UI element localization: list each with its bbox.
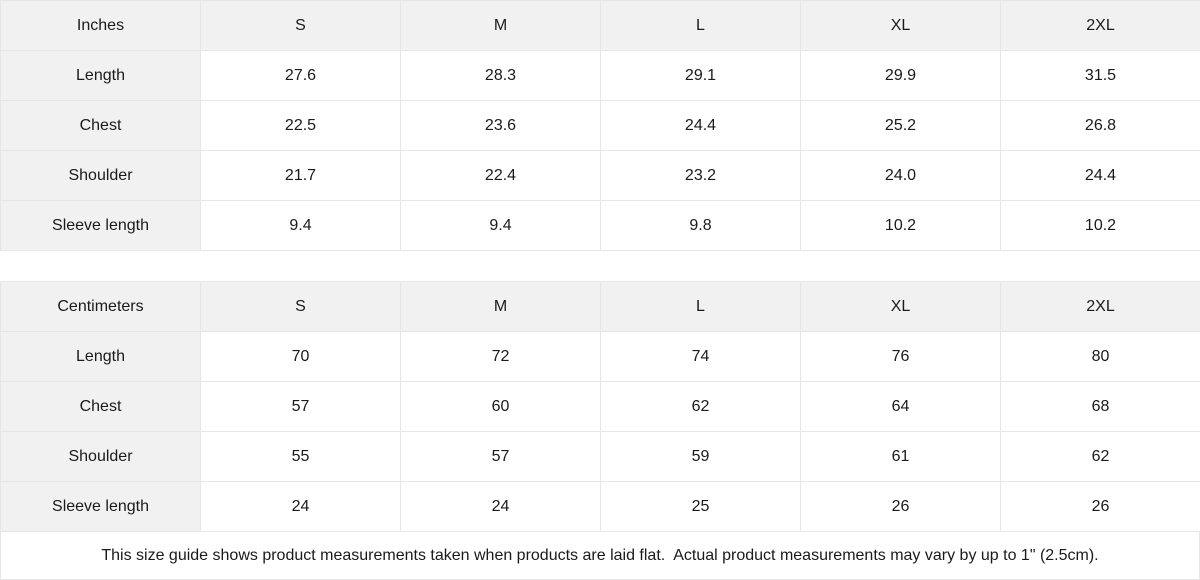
cell-shoulder-s: 21.7 <box>200 150 401 201</box>
cell-sleeve-length-2xl: 10.2 <box>1000 200 1200 251</box>
table-row: Shoulder 21.7 22.4 23.2 24.0 24.4 <box>0 150 1200 201</box>
cell-length-xl: 29.9 <box>800 50 1001 101</box>
cell-chest-xl: 25.2 <box>800 100 1001 151</box>
row-label-sleeve-length: Sleeve length <box>0 200 201 251</box>
row-label-length: Length <box>0 331 201 382</box>
cell-sleeve-length-l: 25 <box>600 481 801 532</box>
cell-length-2xl: 80 <box>1000 331 1200 382</box>
cell-length-m: 28.3 <box>400 50 601 101</box>
cell-length-l: 74 <box>600 331 801 382</box>
cell-chest-2xl: 68 <box>1000 381 1200 432</box>
cell-chest-xl: 64 <box>800 381 1001 432</box>
size-table-inches: Inches S M L XL 2XL Length 27.6 28.3 29.… <box>0 0 1200 251</box>
table-row: Length 27.6 28.3 29.1 29.9 31.5 <box>0 50 1200 101</box>
cell-length-xl: 76 <box>800 331 1001 382</box>
cell-sleeve-length-s: 24 <box>200 481 401 532</box>
table-row: Length 70 72 74 76 80 <box>0 331 1200 382</box>
cell-sleeve-length-s: 9.4 <box>200 200 401 251</box>
cell-length-s: 70 <box>200 331 401 382</box>
column-header-l: L <box>600 0 801 51</box>
unit-label-centimeters: Centimeters <box>0 281 201 332</box>
table-row: Sleeve length 24 24 25 26 26 <box>0 481 1200 532</box>
row-label-shoulder: Shoulder <box>0 150 201 201</box>
row-label-sleeve-length: Sleeve length <box>0 481 201 532</box>
size-table-centimeters: Centimeters S M L XL 2XL Length 70 72 74… <box>0 281 1200 532</box>
cell-shoulder-xl: 24.0 <box>800 150 1001 201</box>
table-header-row: Inches S M L XL 2XL <box>0 0 1200 51</box>
column-header-m: M <box>400 281 601 332</box>
row-label-chest: Chest <box>0 100 201 151</box>
cell-sleeve-length-m: 24 <box>400 481 601 532</box>
cell-chest-s: 22.5 <box>200 100 401 151</box>
cell-chest-m: 23.6 <box>400 100 601 151</box>
cell-sleeve-length-xl: 10.2 <box>800 200 1001 251</box>
column-header-l: L <box>600 281 801 332</box>
column-header-2xl: 2XL <box>1000 281 1200 332</box>
row-label-shoulder: Shoulder <box>0 431 201 482</box>
unit-label-inches: Inches <box>0 0 201 51</box>
cell-sleeve-length-xl: 26 <box>800 481 1001 532</box>
table-row: Sleeve length 9.4 9.4 9.8 10.2 10.2 <box>0 200 1200 251</box>
column-header-xl: XL <box>800 281 1001 332</box>
row-label-length: Length <box>0 50 201 101</box>
table-row: Shoulder 55 57 59 61 62 <box>0 431 1200 482</box>
cell-shoulder-2xl: 62 <box>1000 431 1200 482</box>
cell-chest-l: 62 <box>600 381 801 432</box>
cell-shoulder-2xl: 24.4 <box>1000 150 1200 201</box>
cell-length-s: 27.6 <box>200 50 401 101</box>
cell-chest-2xl: 26.8 <box>1000 100 1200 151</box>
cell-length-m: 72 <box>400 331 601 382</box>
cell-shoulder-m: 57 <box>400 431 601 482</box>
footnote-text: This size guide shows product measuremen… <box>101 546 1099 564</box>
cell-shoulder-m: 22.4 <box>400 150 601 201</box>
cell-sleeve-length-l: 9.8 <box>600 200 801 251</box>
cell-sleeve-length-m: 9.4 <box>400 200 601 251</box>
cell-length-l: 29.1 <box>600 50 801 101</box>
cell-shoulder-l: 23.2 <box>600 150 801 201</box>
cell-sleeve-length-2xl: 26 <box>1000 481 1200 532</box>
column-header-m: M <box>400 0 601 51</box>
table-spacer <box>0 251 1200 281</box>
cell-shoulder-l: 59 <box>600 431 801 482</box>
column-header-xl: XL <box>800 0 1001 51</box>
cell-chest-l: 24.4 <box>600 100 801 151</box>
cell-chest-s: 57 <box>200 381 401 432</box>
table-header-row: Centimeters S M L XL 2XL <box>0 281 1200 332</box>
column-header-2xl: 2XL <box>1000 0 1200 51</box>
table-row: Chest 22.5 23.6 24.4 25.2 26.8 <box>0 100 1200 151</box>
table-row: Chest 57 60 62 64 68 <box>0 381 1200 432</box>
column-header-s: S <box>200 281 401 332</box>
row-label-chest: Chest <box>0 381 201 432</box>
cell-shoulder-xl: 61 <box>800 431 1001 482</box>
cell-shoulder-s: 55 <box>200 431 401 482</box>
cell-chest-m: 60 <box>400 381 601 432</box>
size-guide-footnote: This size guide shows product measuremen… <box>0 532 1200 580</box>
column-header-s: S <box>200 0 401 51</box>
cell-length-2xl: 31.5 <box>1000 50 1200 101</box>
